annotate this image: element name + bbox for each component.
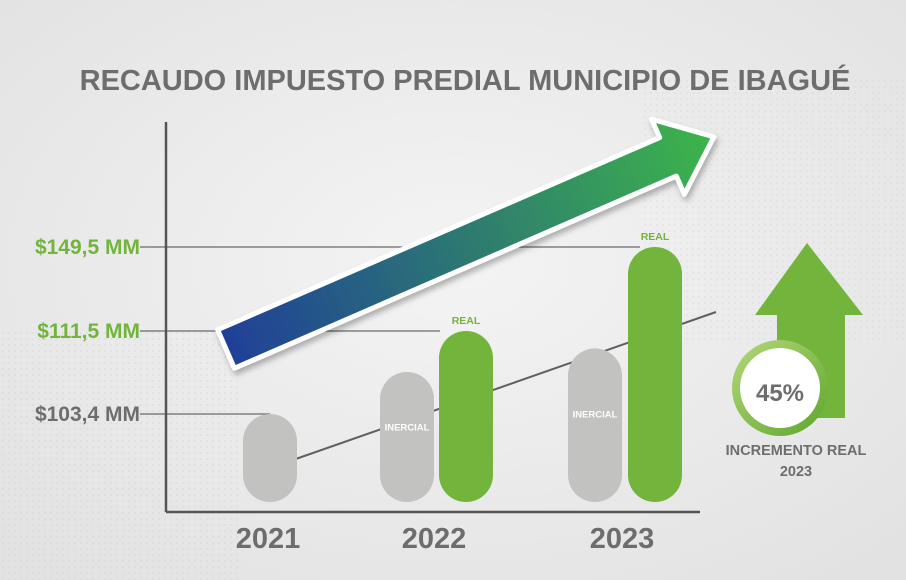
category-labels: 2021 2022 2023 — [236, 523, 655, 555]
category-label: 2023 — [590, 523, 655, 555]
bar-2021-inercial — [243, 414, 297, 502]
y-value-label: $103,4 MM — [35, 403, 140, 426]
bar-2023-real — [628, 247, 682, 502]
category-label: 2022 — [402, 523, 467, 555]
y-value-label: $149,5 MM — [35, 236, 140, 259]
dot-texture-left — [0, 330, 240, 580]
badge-caption-line1: INCREMENTO REAL — [726, 443, 867, 459]
growth-arrow-icon — [215, 116, 717, 371]
category-label: 2021 — [236, 523, 301, 555]
bar-label-inercial: INERCIAL — [573, 410, 618, 421]
bars: INERCIAL REAL INERCIAL REAL — [243, 231, 682, 502]
chart-title: RECAUDO IMPUESTO PREDIAL MUNICIPIO DE IB… — [80, 63, 851, 97]
bar-label-real: REAL — [641, 231, 670, 243]
y-value-label: $111,5 MM — [37, 320, 140, 343]
badge-caption-line2: 2023 — [780, 464, 812, 480]
bar-label-inercial: INERCIAL — [385, 422, 430, 433]
bar-2022-real — [439, 331, 493, 502]
percent-badge: 45% — [732, 340, 828, 436]
bar-2022-inercial — [380, 371, 434, 502]
reference-lines: $149,5 MM $111,5 MM $103,4 MM — [35, 236, 640, 426]
bar-label-real: REAL — [452, 315, 481, 327]
bar-2023-inercial — [568, 348, 622, 502]
percent-value: 45% — [756, 380, 804, 407]
